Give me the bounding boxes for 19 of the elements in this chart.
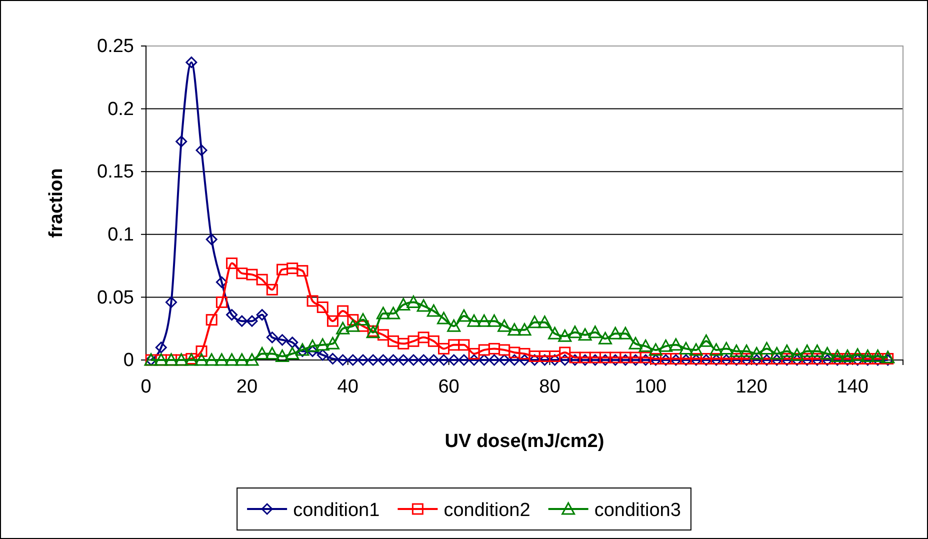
y-tick-label: 0 — [123, 350, 134, 372]
legend-label: condition2 — [444, 500, 530, 521]
y-tick-label: 0.25 — [97, 36, 134, 58]
x-tick-label: 0 — [140, 376, 152, 398]
x-tick-label: 60 — [438, 376, 460, 398]
y-tick-label: 0.05 — [97, 287, 134, 308]
x-tick-label: 100 — [634, 376, 667, 398]
x-axis-title: UV dose(mJ/cm2) — [444, 431, 604, 452]
legend-label: condition3 — [594, 500, 681, 521]
x-tick-label: 80 — [539, 376, 560, 398]
y-tick-label: 0.15 — [97, 162, 134, 183]
x-tick-label: 120 — [736, 376, 768, 398]
x-tick-label: 140 — [836, 376, 868, 398]
y-axis-title: fraction — [46, 168, 67, 238]
y-tick-label: 0.2 — [108, 98, 134, 120]
legend-label: condition1 — [293, 500, 380, 521]
x-tick-label: 40 — [337, 376, 358, 398]
y-tick-label: 0.1 — [108, 224, 134, 246]
x-tick-label: 20 — [236, 376, 258, 398]
